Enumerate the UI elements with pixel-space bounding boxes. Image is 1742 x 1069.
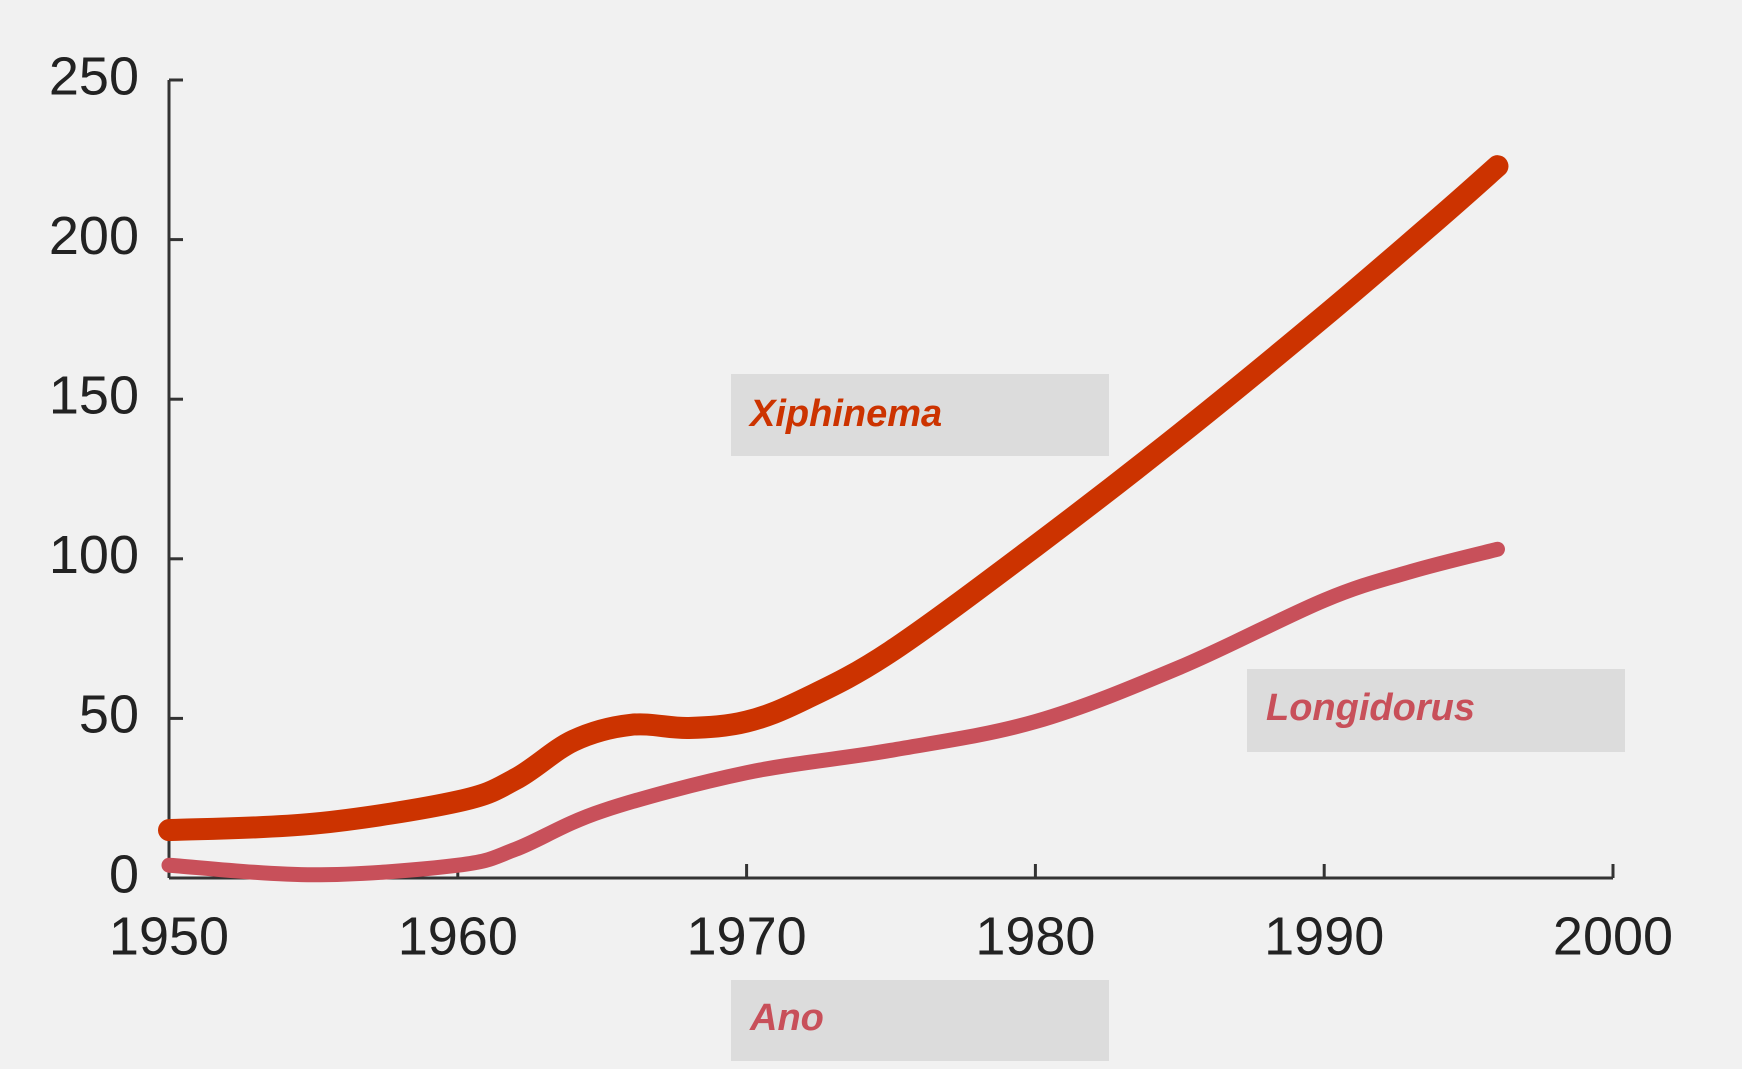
y-tick-label: 250	[49, 46, 139, 106]
x-tick-label: 1950	[109, 906, 229, 966]
x-tick-label: 1990	[1264, 906, 1384, 966]
y-tick-label: 50	[79, 685, 139, 745]
label-box	[731, 374, 1109, 456]
y-tick-label: 150	[49, 365, 139, 425]
x-tick-label: 1980	[975, 906, 1095, 966]
x-tick-label: 2000	[1553, 906, 1673, 966]
y-tick-label: 100	[49, 525, 139, 585]
label-box	[731, 980, 1109, 1061]
label-box	[1247, 669, 1625, 752]
series-label: Longidorus	[1266, 687, 1475, 729]
line	[161, 541, 1505, 883]
y-tick-label: 0	[109, 844, 139, 904]
y-tick-label: 200	[49, 206, 139, 266]
x-axis-label: Ano	[749, 997, 824, 1039]
x-tick-label: 1970	[687, 906, 807, 966]
line	[158, 155, 1509, 842]
series-label: Xiphinema	[748, 393, 942, 435]
x-tick-label: 1960	[398, 906, 518, 966]
